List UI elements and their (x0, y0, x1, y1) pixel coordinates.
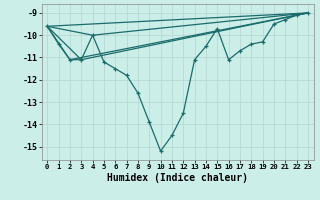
X-axis label: Humidex (Indice chaleur): Humidex (Indice chaleur) (107, 173, 248, 183)
